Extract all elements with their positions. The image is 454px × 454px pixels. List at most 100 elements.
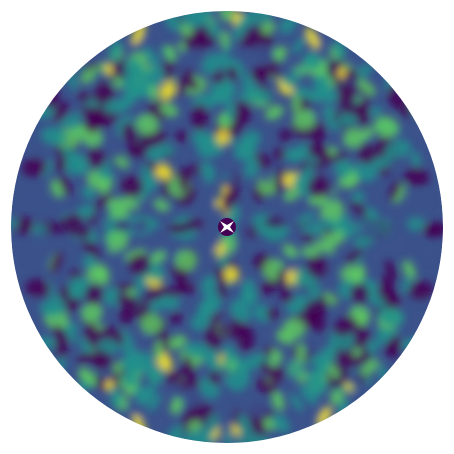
- heat-blob: [360, 359, 380, 376]
- heat-blob: [86, 264, 109, 284]
- heat-blob: [77, 90, 89, 103]
- heat-blob: [81, 186, 96, 200]
- heat-blob: [209, 370, 221, 385]
- heat-blob: [408, 223, 424, 232]
- heat-blob: [217, 281, 227, 300]
- heat-blob: [154, 340, 164, 360]
- heat-blob: [283, 147, 304, 162]
- heat-blob: [154, 143, 175, 158]
- heat-blob: [197, 197, 216, 217]
- heat-blob: [251, 69, 264, 81]
- heat-blob: [127, 253, 151, 276]
- heat-blob: [61, 146, 79, 163]
- heat-blob: [266, 307, 279, 321]
- heat-blob: [337, 67, 347, 79]
- heat-blob: [296, 342, 306, 362]
- heat-blob: [274, 165, 285, 194]
- heat-blob: [150, 250, 166, 264]
- heat-blob: [168, 381, 184, 400]
- heat-blob: [11, 218, 21, 229]
- heat-blob: [249, 270, 264, 284]
- heat-blob: [105, 229, 129, 254]
- heat-blob: [301, 246, 320, 257]
- heat-blob: [282, 244, 299, 258]
- heat-blob: [136, 114, 159, 135]
- heat-blob: [175, 249, 198, 272]
- heat-blob: [265, 105, 284, 120]
- heat-blob: [329, 388, 345, 406]
- heat-blob: [246, 433, 273, 443]
- heat-blob: [299, 384, 318, 405]
- heat-blob: [201, 292, 223, 315]
- heat-blob: [317, 82, 332, 102]
- heat-blob: [274, 45, 287, 62]
- heat-blob: [277, 377, 294, 395]
- heat-blob: [410, 150, 421, 168]
- heat-blob: [169, 312, 183, 325]
- heat-blob: [286, 358, 305, 379]
- heat-blob: [96, 338, 119, 354]
- heat-blob: [81, 126, 103, 147]
- heat-blob: [105, 197, 129, 222]
- heat-blob: [179, 365, 192, 377]
- heat-blob: [317, 353, 329, 365]
- heat-blob: [147, 393, 162, 412]
- heat-blob: [84, 283, 104, 305]
- heat-blob: [80, 66, 100, 84]
- heat-blob: [272, 394, 285, 411]
- heat-blob: [327, 255, 337, 274]
- heat-blob: [145, 285, 166, 301]
- heat-blob: [402, 260, 416, 280]
- heat-blob: [333, 158, 354, 178]
- heat-blob: [131, 66, 148, 84]
- heat-blob: [159, 81, 176, 101]
- heat-blob: [77, 352, 88, 365]
- heat-blob: [217, 406, 229, 425]
- heat-blob: [48, 221, 70, 235]
- heat-blob: [345, 223, 363, 233]
- heat-blob: [122, 369, 139, 387]
- heat-blob: [113, 361, 123, 375]
- heatmap-disk: [11, 11, 443, 443]
- heat-blob: [179, 23, 194, 37]
- heat-blob: [369, 292, 387, 309]
- heat-blob: [190, 104, 209, 130]
- heat-blob: [170, 398, 183, 415]
- heat-blob: [199, 233, 218, 252]
- heat-blob: [259, 361, 272, 373]
- heat-blob: [223, 429, 232, 443]
- heat-blob: [285, 300, 306, 315]
- heat-blob: [159, 102, 179, 118]
- heat-blob: [285, 216, 296, 230]
- heat-blob: [220, 49, 230, 69]
- heat-blob: [320, 199, 344, 224]
- heat-blob: [104, 379, 114, 391]
- heat-blob: [229, 299, 252, 323]
- heat-blob: [148, 293, 167, 314]
- heat-blob: [340, 265, 364, 285]
- heat-blob: [168, 334, 187, 350]
- heat-blob: [177, 74, 190, 98]
- heat-blob: [232, 100, 251, 127]
- heat-blob: [135, 332, 160, 352]
- heat-blob: [102, 286, 123, 307]
- heat-blob: [220, 30, 230, 49]
- heat-blob: [113, 75, 123, 90]
- heat-blob: [203, 14, 220, 39]
- heat-blob: [81, 303, 103, 324]
- heat-blob: [284, 188, 300, 202]
- heat-blob: [311, 122, 326, 144]
- heat-blob: [302, 233, 314, 243]
- heat-blob: [337, 81, 356, 110]
- heat-blob: [175, 130, 188, 143]
- heat-blob: [223, 190, 240, 205]
- heat-blob: [94, 193, 112, 209]
- heat-blob: [191, 171, 206, 186]
- heat-blob: [305, 255, 329, 278]
- heat-blob: [346, 371, 362, 387]
- heat-blob: [50, 251, 63, 273]
- heat-blob: [291, 93, 301, 114]
- heat-blob: [160, 295, 181, 310]
- heat-blob: [246, 11, 273, 27]
